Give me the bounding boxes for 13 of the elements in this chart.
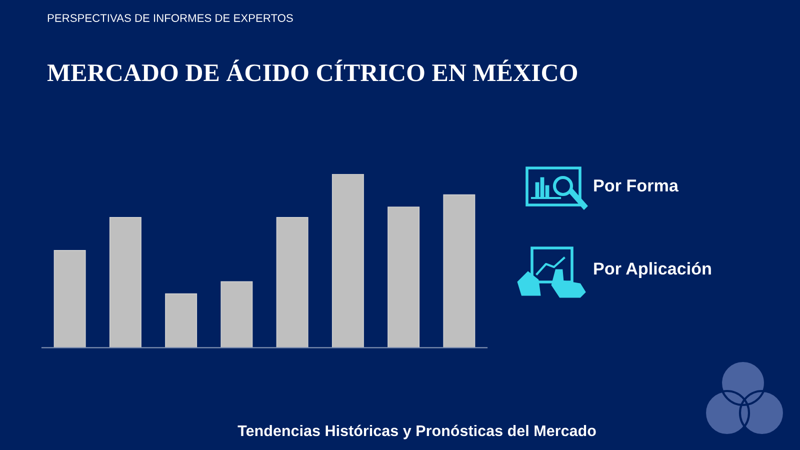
bar [220,281,253,348]
text: Por Aplicación [594,262,711,278]
bar [165,293,198,348]
chart-title: MERCADO DE ÁCIDO CÍTRICO EN MÉXICO [47,60,578,82]
bar [54,250,86,348]
text: PERSPECTIVAS DE INFORMES DE EXPERTOS [48,14,293,22]
text: Por Forma [594,180,679,192]
bar [109,217,142,348]
bar [276,217,308,348]
bar [332,174,364,348]
text: Tendencias Históricas y Pronósticas del Mercado [238,424,596,440]
bar [443,194,476,348]
bar [388,206,420,348]
